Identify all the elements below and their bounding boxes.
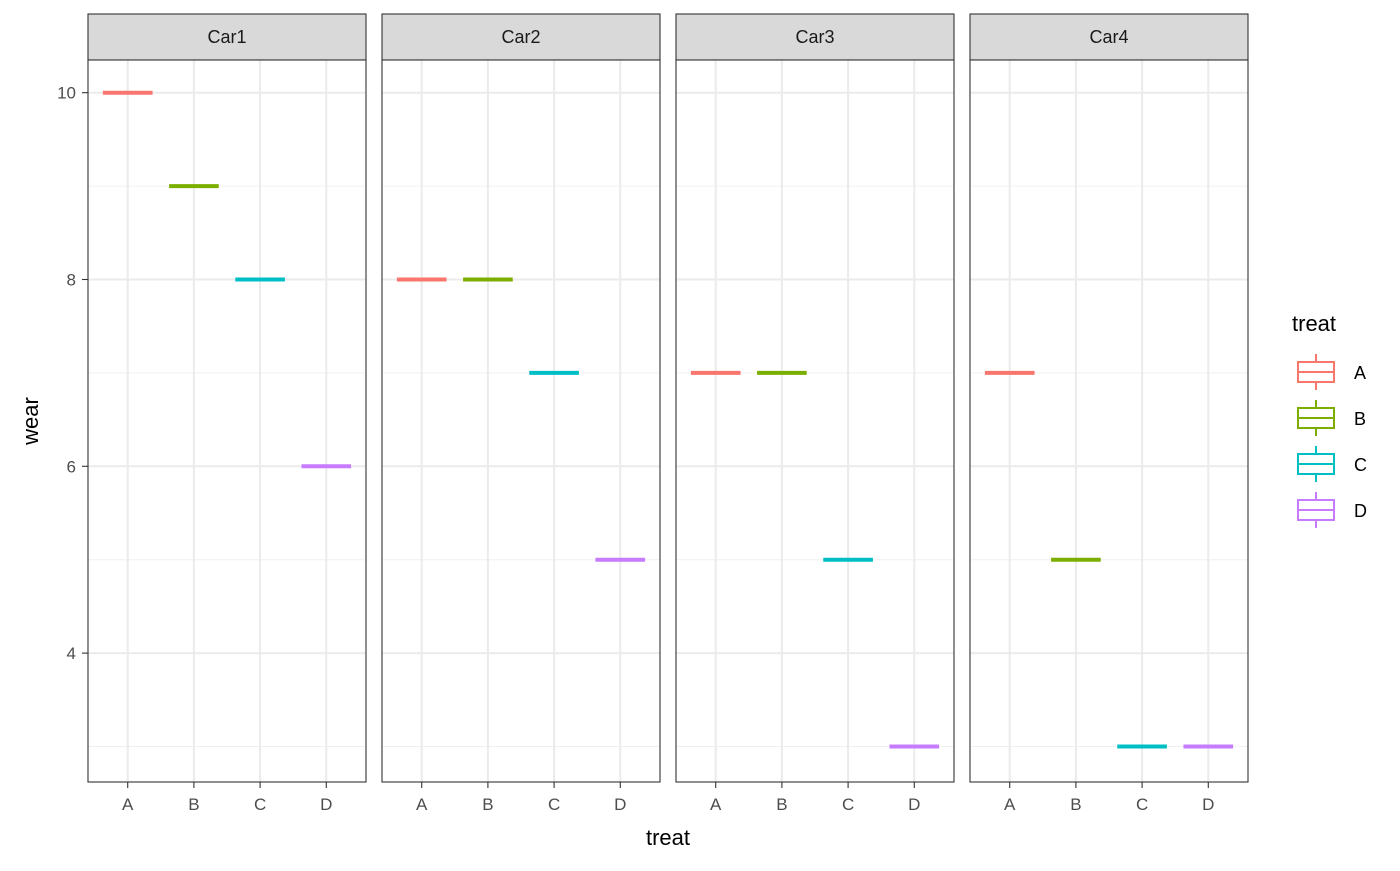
facet-strip-car4 [969, 13, 1249, 61]
x-tick-label: A [122, 795, 134, 814]
legend-label-d: D [1354, 501, 1367, 521]
x-tick-label: C [1136, 795, 1148, 814]
x-tick-label: D [614, 795, 626, 814]
panel-background [382, 60, 660, 782]
x-tick-label: B [482, 795, 493, 814]
x-tick-label: C [254, 795, 266, 814]
x-tick-label: A [710, 795, 722, 814]
facet-strip-label: Car1 [207, 27, 246, 47]
y-tick-label: 6 [67, 457, 76, 476]
legend-label-a: A [1354, 363, 1366, 383]
legend-label-b: B [1354, 409, 1366, 429]
x-tick-label: D [320, 795, 332, 814]
x-tick-label: A [416, 795, 428, 814]
facet-strip-label: Car2 [501, 27, 540, 47]
y-tick-label: 10 [57, 84, 76, 103]
panel-border [675, 59, 955, 783]
panel-border [969, 59, 1249, 783]
panel-border [381, 59, 661, 783]
legend-label-c: C [1354, 455, 1367, 475]
legend-title: treat [1292, 311, 1336, 336]
facet-strip-label: Car4 [1089, 27, 1128, 47]
x-axis-title: treat [646, 825, 690, 850]
panel-background [970, 60, 1248, 782]
x-tick-label: D [908, 795, 920, 814]
facet-strip-car3 [675, 13, 955, 61]
x-tick-label: C [842, 795, 854, 814]
panel-background [676, 60, 954, 782]
y-tick-label: 4 [67, 644, 76, 663]
panel-background [88, 60, 366, 782]
x-tick-label: B [776, 795, 787, 814]
x-tick-label: A [1004, 795, 1016, 814]
x-tick-label: C [548, 795, 560, 814]
x-tick-label: B [188, 795, 199, 814]
x-tick-label: B [1070, 795, 1081, 814]
x-tick-label: D [1202, 795, 1214, 814]
y-axis-title: wear [18, 397, 43, 446]
facet-strip-car1 [87, 13, 367, 61]
facet-strip-car2 [381, 13, 661, 61]
y-tick-label: 8 [67, 270, 76, 289]
panel-border [87, 59, 367, 783]
facet-strip-label: Car3 [795, 27, 834, 47]
